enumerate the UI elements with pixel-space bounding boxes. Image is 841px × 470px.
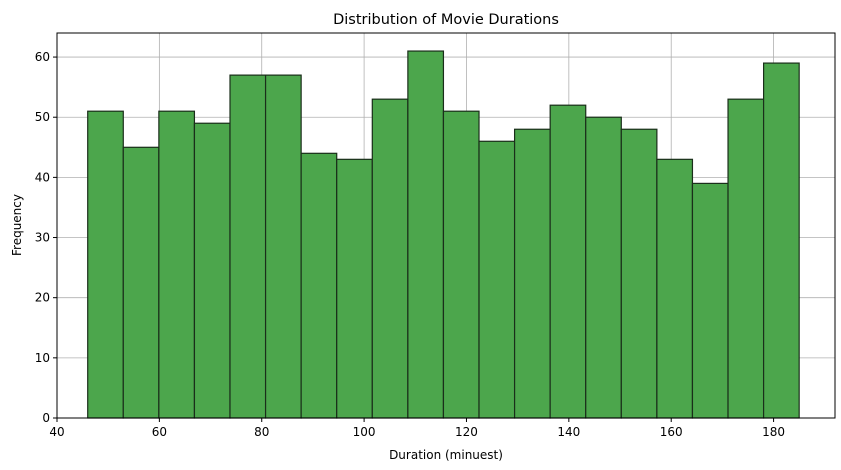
- plot-frame: [56, 32, 836, 419]
- histogram-bar: [478, 140, 516, 419]
- chart-title: Distribution of Movie Durations: [333, 12, 559, 28]
- y-tick-label: 60: [35, 50, 50, 64]
- y-tick-label: 50: [35, 110, 50, 124]
- x-tick-label: 180: [762, 425, 785, 439]
- y-tick-label: 30: [35, 231, 50, 245]
- histogram-bar: [442, 110, 480, 419]
- bars: [87, 50, 800, 419]
- histogram-bar: [158, 110, 196, 419]
- histogram-bar: [549, 104, 587, 419]
- histogram-bar: [585, 116, 622, 419]
- histogram-bar: [87, 110, 124, 419]
- x-axis-label: Duration (minuest): [389, 448, 503, 462]
- x-tick-label: 100: [353, 425, 376, 439]
- x-tick-label: 140: [557, 425, 580, 439]
- x-tick-label: 120: [455, 425, 478, 439]
- histogram-bar: [336, 158, 373, 419]
- x-axis-ticks: 40 60 80 100 120 140 160 180: [49, 418, 785, 439]
- y-tick-label: 0: [42, 411, 50, 425]
- histogram-bar: [691, 182, 729, 419]
- histogram-bar: [264, 74, 302, 419]
- x-tick-label: 40: [49, 425, 64, 439]
- histogram-bar: [620, 128, 658, 419]
- x-tick-label: 160: [660, 425, 683, 439]
- y-tick-label: 10: [35, 351, 50, 365]
- histogram-bar: [193, 122, 231, 419]
- histogram-bar: [407, 50, 445, 419]
- x-tick-label: 80: [254, 425, 269, 439]
- histogram-bar: [656, 158, 694, 419]
- y-tick-label: 40: [35, 170, 50, 184]
- histogram-bar: [300, 152, 338, 419]
- histogram-bar: [229, 74, 267, 419]
- y-axis-ticks: 0 10 20 30 40 50 60: [35, 50, 57, 425]
- histogram-bar: [762, 62, 800, 419]
- y-axis-label: Frequency: [10, 194, 24, 256]
- x-tick-label: 60: [152, 425, 167, 439]
- histogram-bar: [371, 98, 409, 419]
- y-tick-label: 20: [35, 291, 50, 305]
- histogram-bar: [122, 146, 160, 419]
- histogram-bar: [727, 98, 765, 419]
- histogram-bar: [513, 128, 551, 419]
